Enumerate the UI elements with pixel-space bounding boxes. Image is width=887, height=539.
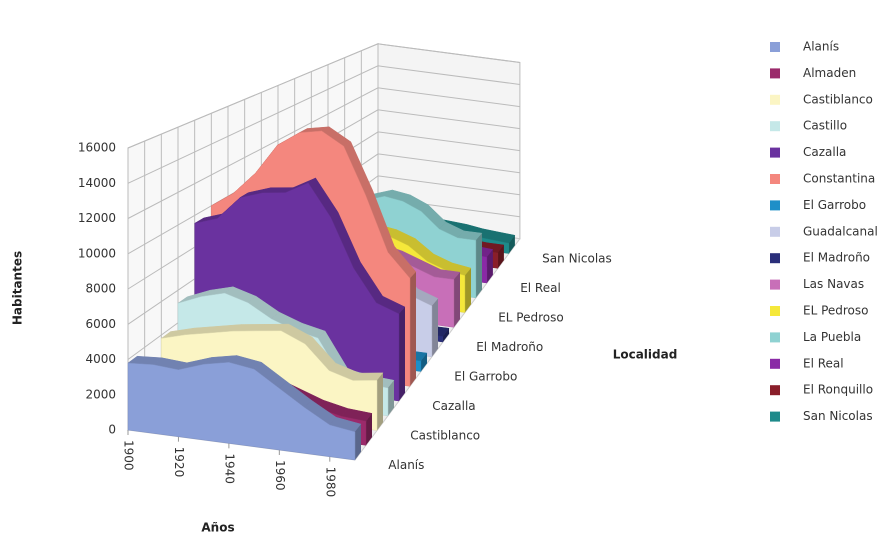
area-end	[453, 272, 460, 328]
x-tick-label: 1920	[172, 447, 186, 478]
z-tick-label: Alanís	[388, 458, 424, 472]
legend-label: Constantina	[803, 172, 875, 186]
z-tick-label: El Garrobo	[454, 370, 517, 384]
legend-swatch	[770, 147, 780, 158]
legend-swatch	[770, 411, 780, 422]
area-end	[464, 268, 471, 313]
z-tick-label: EL Pedroso	[498, 311, 564, 325]
area-end	[475, 233, 482, 298]
x-tick-label: 1980	[323, 467, 337, 498]
y-tick-label: 10000	[78, 246, 116, 260]
legend-swatch	[770, 226, 780, 237]
legend-swatch	[770, 358, 780, 369]
y-tick-label: 0	[108, 423, 116, 437]
legend-label: La Puebla	[803, 330, 861, 344]
area-end	[399, 307, 405, 401]
y-tick-label: 12000	[78, 211, 116, 225]
z-axis-label: Localidad	[613, 348, 678, 362]
z-tick-label: San Nicolas	[542, 252, 612, 266]
legend-label: El Real	[803, 356, 844, 370]
grid-line	[127, 43, 520, 149]
z-tick-label: El Madroño	[476, 340, 543, 354]
legend-label: Alanís	[803, 40, 839, 54]
legend-label: Las Navas	[803, 277, 864, 291]
legend-swatch	[770, 174, 780, 184]
y-tick-label: 6000	[85, 317, 116, 331]
area-end	[420, 353, 427, 372]
x-tick-label: 1900	[122, 440, 136, 471]
legend-label: Cazalla	[803, 145, 846, 159]
legend-swatch	[770, 121, 780, 132]
area-end	[366, 413, 372, 446]
legend-label: San Nicolas	[803, 409, 873, 423]
area-end	[388, 380, 394, 416]
area-end	[497, 245, 504, 269]
legend-swatch	[770, 94, 780, 105]
z-tick-label: Cazalla	[432, 399, 475, 413]
legend-swatch	[770, 253, 780, 264]
legend-label: El Garrobo	[803, 198, 866, 212]
legend-swatch	[770, 68, 780, 79]
grid-line	[127, 65, 520, 184]
y-tick-label: 14000	[78, 176, 116, 190]
y-tick-label: 16000	[78, 141, 116, 155]
area-end	[431, 298, 438, 357]
legend-label: Castillo	[803, 119, 847, 133]
legend-label: Almaden	[803, 66, 856, 80]
area-end	[508, 235, 515, 254]
x-tick-label: 1940	[222, 453, 236, 484]
area-end	[377, 372, 383, 431]
y-tick-label: 4000	[85, 352, 116, 366]
legend-label: EL Pedroso	[803, 304, 869, 318]
y-tick-label: 2000	[85, 387, 116, 401]
z-tick-label: El Real	[520, 281, 561, 295]
legend-label: El Madroño	[803, 251, 870, 265]
y-tick-label: 8000	[85, 282, 116, 296]
area-end	[410, 271, 416, 387]
y-axis-label: Habitantes	[11, 251, 25, 325]
z-tick-label: Castiblanco	[410, 429, 480, 443]
legend-swatch	[770, 279, 780, 290]
legend-swatch	[770, 385, 780, 396]
area	[127, 362, 356, 461]
area-end	[355, 424, 361, 460]
legend-label: Castiblanco	[803, 92, 873, 106]
legend-label: Guadalcanal	[803, 224, 878, 238]
legend-swatch	[770, 306, 780, 316]
grid-line	[127, 87, 520, 219]
legend-swatch	[770, 42, 780, 52]
x-axis-label: Años	[201, 521, 234, 535]
legend-swatch	[770, 200, 780, 211]
x-tick-label: 1960	[273, 460, 287, 491]
legend-swatch	[770, 332, 780, 343]
area-end	[442, 328, 449, 342]
area-end	[486, 249, 493, 283]
legend-label: El Ronquillo	[803, 383, 873, 397]
